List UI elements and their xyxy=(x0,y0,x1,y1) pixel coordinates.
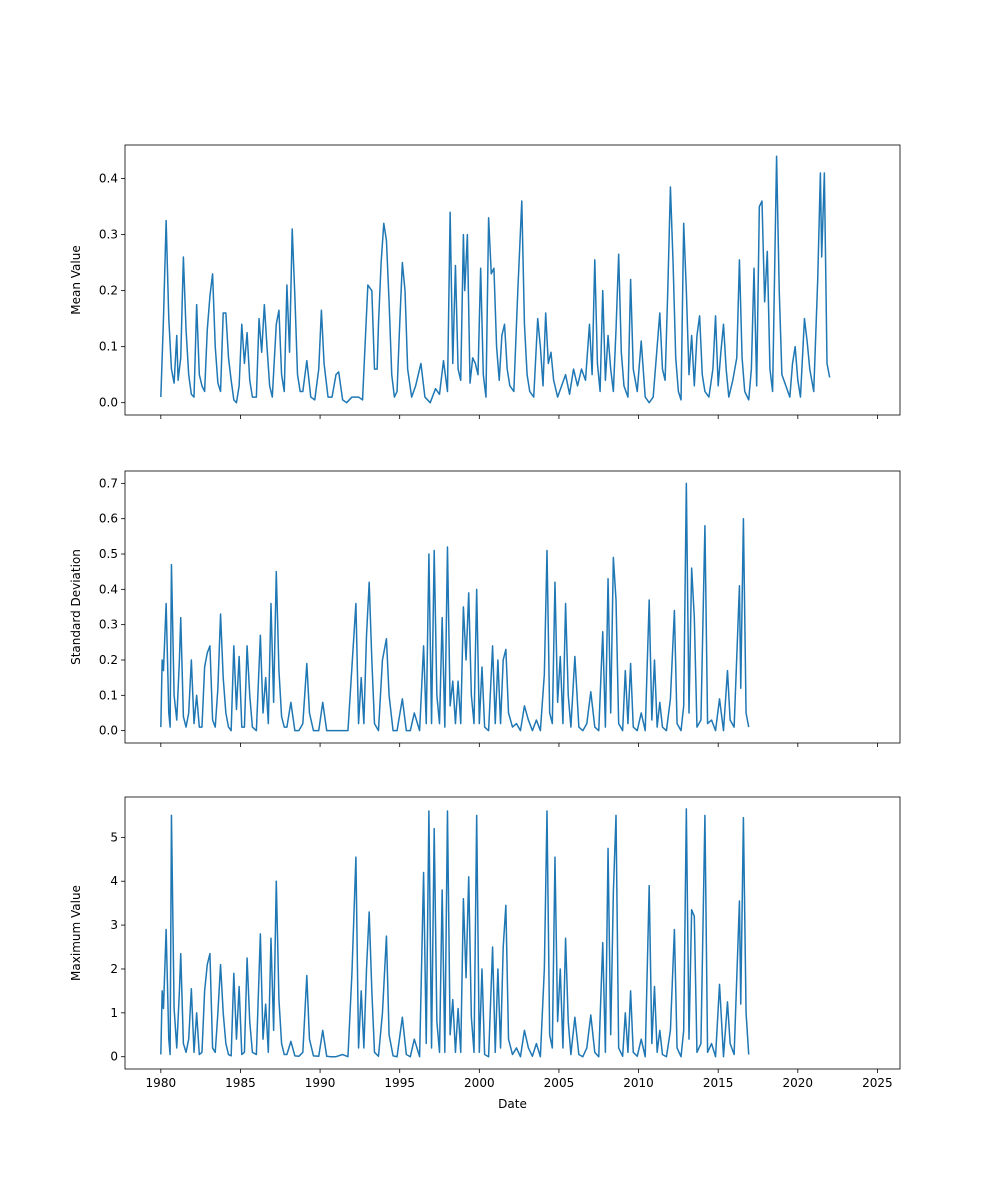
y-tick-label: 0.3 xyxy=(99,228,118,242)
y-tick-label: 1 xyxy=(110,1006,118,1020)
x-tick-label: 1985 xyxy=(225,1076,256,1090)
y-tick-label: 0.2 xyxy=(99,653,118,667)
subplot-panels: 0.0 0.1 0.2 0.3 0.4 Mean Value 0.0 0.1 0.2 0.3 0.4… xyxy=(69,144,901,1111)
x-tick-label: 2015 xyxy=(703,1076,734,1090)
y-tick-label: 0.0 xyxy=(99,724,118,738)
y-tick-label: 0.2 xyxy=(99,284,118,298)
series-line xyxy=(160,155,831,404)
y-tick-label: 0.0 xyxy=(99,396,118,410)
x-axis-label: Date xyxy=(498,1097,527,1111)
series-line xyxy=(160,808,750,1058)
x-tick-label: 2020 xyxy=(783,1076,814,1090)
x-tick-label: 2000 xyxy=(464,1076,495,1090)
y-tick-label: 0.1 xyxy=(99,340,118,354)
y-tick-label: 5 xyxy=(110,830,118,844)
axes-frame xyxy=(124,144,901,416)
y-tick-label: 3 xyxy=(110,918,118,932)
y-tick-label: 0 xyxy=(110,1050,118,1064)
y-tick-label: 0.6 xyxy=(99,512,118,526)
y-tick-label: 0.4 xyxy=(99,582,118,596)
y-tick-label: 4 xyxy=(110,874,118,888)
y-tick-label: 0.4 xyxy=(99,172,118,186)
subplot-3: 1980 1985 1990 1995 2000 2005 2010 2015 2020 2025… xyxy=(69,796,901,1111)
y-tick-label: 0.3 xyxy=(99,618,118,632)
y-axis-label: Mean Value xyxy=(69,245,83,314)
x-tick-label: 2010 xyxy=(623,1076,654,1090)
x-tick-label: 1995 xyxy=(384,1076,415,1090)
y-tick-label: 2 xyxy=(110,962,118,976)
axes-frame xyxy=(124,796,901,1070)
series-line xyxy=(160,482,750,732)
x-tick-label: 1980 xyxy=(146,1076,177,1090)
subplot-1: 0.0 0.1 0.2 0.3 0.4 Mean Value xyxy=(69,144,901,419)
axes-frame xyxy=(124,470,901,744)
subplot-2: 0.0 0.1 0.2 0.3 0.4 0.5 0.6 0.7 Standard Deviati… xyxy=(69,470,901,747)
y-tick-label: 0.7 xyxy=(99,476,118,490)
y-axis-label: Maximum Value xyxy=(69,885,83,981)
x-tick-label: 2005 xyxy=(544,1076,575,1090)
y-tick-label: 0.1 xyxy=(99,688,118,702)
y-axis-label: Standard Deviation xyxy=(69,549,83,665)
x-tick-label: 1990 xyxy=(305,1076,336,1090)
x-tick-label: 2025 xyxy=(862,1076,893,1090)
y-tick-label: 0.5 xyxy=(99,547,118,561)
